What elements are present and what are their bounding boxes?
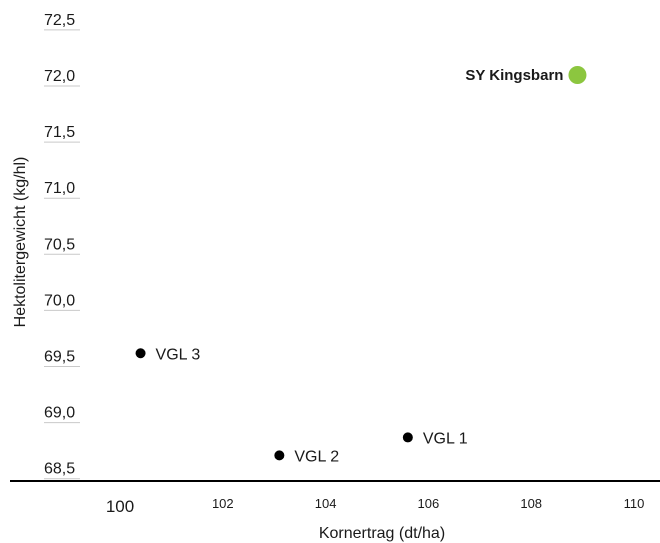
y-axis-label: Hektolitergewicht (kg/hl) (12, 157, 29, 328)
data-point (402, 432, 413, 443)
y-tick-label: 71,5 (44, 124, 75, 141)
data-point (135, 348, 146, 359)
y-tick-label: 69,5 (44, 349, 75, 366)
x-axis: 100 102 104 106 108 110 (106, 496, 645, 516)
y-tick-label: 72,5 (44, 12, 75, 29)
y-tick-label: 68,5 (44, 461, 75, 478)
y-tick-label: 70,0 (44, 292, 75, 309)
x-tick-label: 104 (315, 496, 337, 511)
x-tick-label: 110 (624, 496, 645, 511)
x-tick-label: 102 (212, 496, 234, 511)
y-tick-label: 70,5 (44, 236, 75, 253)
data-point (274, 450, 285, 461)
point-label: VGL 1 (423, 430, 468, 447)
y-tick-label: 69,0 (44, 405, 75, 422)
x-tick-label: 100 (106, 497, 134, 516)
y-tick-label: 72,0 (44, 68, 75, 85)
x-tick-label: 106 (418, 496, 440, 511)
point-label: VGL 3 (156, 346, 201, 363)
x-tick-label: 108 (520, 496, 542, 511)
data-points: SY Kingsbarn VGL 1 VGL 2 VGL 3 (135, 66, 587, 465)
y-tick-label: 71,0 (44, 180, 75, 197)
highlight-point (568, 66, 587, 84)
y-axis: 72,5 72,0 71,5 71,0 70,5 70,0 69,5 69,0 68,5 (44, 12, 80, 480)
x-axis-label: Kornertrag (dt/ha) (319, 525, 445, 542)
point-label: SY Kingsbarn (465, 67, 563, 84)
point-label: VGL 2 (294, 448, 339, 465)
